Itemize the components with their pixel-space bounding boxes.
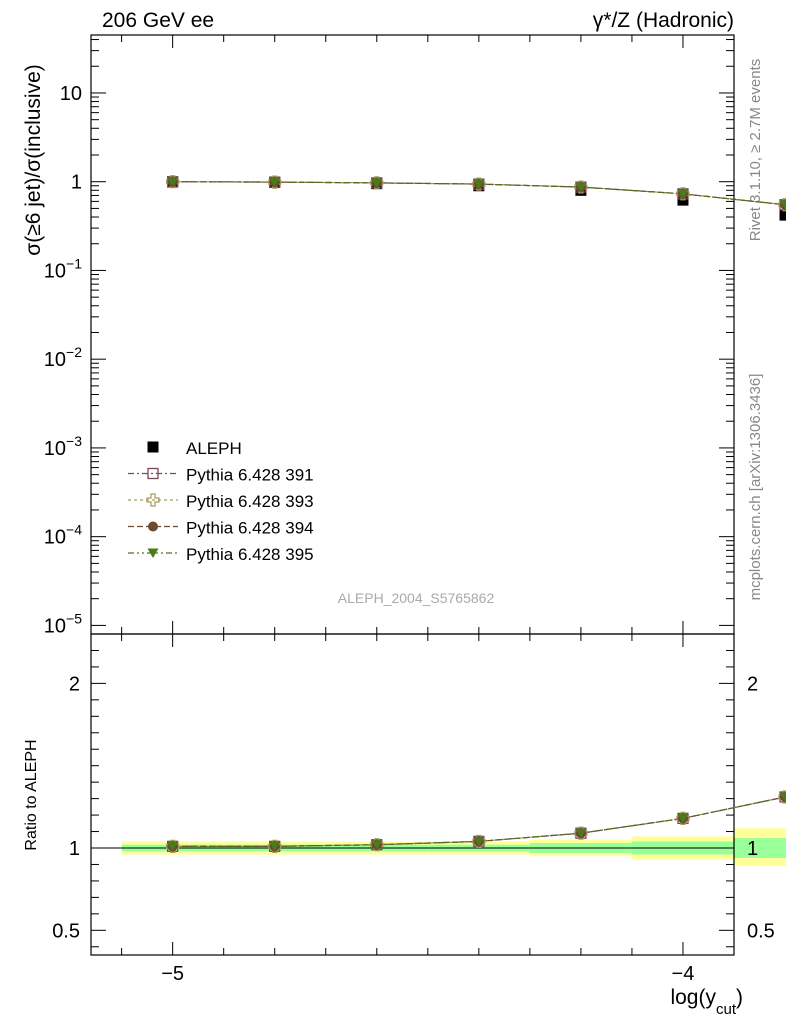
ratio-point: [677, 813, 689, 824]
ratio-frame: [90, 633, 735, 956]
ratio-y-tick-label: 0.5: [52, 920, 80, 942]
rivet-version-text: Rivet 3.1.10, ≥ 2.7M events: [747, 59, 764, 242]
main-y-tick-label: 10: [60, 83, 82, 105]
main-y-axis-label: σ(≥6 jet)/σ(inclusive): [22, 64, 45, 255]
legend-label: Pythia 6.428 395: [186, 545, 314, 564]
mc-point: [269, 177, 281, 188]
mc-point: [575, 182, 587, 193]
legend-marker: [147, 467, 159, 480]
ratio-y-tick-label: 2: [69, 673, 80, 695]
mc-point: [167, 177, 179, 187]
header-left: 206 GeV ee: [102, 9, 214, 32]
legend-marker: [148, 521, 158, 532]
analysis-watermark: ALEPH_2004_S5765862: [338, 590, 495, 606]
main-y-tick-label: 10−5: [44, 610, 82, 637]
main-y-tick-label: 10−3: [44, 433, 82, 460]
ratio-y-tick-label: 1: [69, 838, 80, 860]
main-panel-marks: [166, 175, 786, 221]
ratio-point: [167, 841, 179, 852]
main-y-tick-label: 1: [71, 172, 82, 194]
ratio-y-tick-label-right: 0.5: [747, 920, 775, 942]
x-tick-label: −5: [161, 963, 184, 985]
mc-point: [371, 178, 383, 188]
mc-point: [778, 198, 786, 212]
ratio-panel-marks: [166, 790, 786, 853]
mcplots-text: mcplots.cern.ch [arXiv:1306.3436]: [747, 374, 764, 601]
legend-marker: [147, 548, 159, 558]
ratio-point: [473, 836, 485, 847]
ratio-point: [575, 828, 587, 839]
main-y-tick-label: 10−2: [44, 344, 82, 371]
legend-label: Pythia 6.428 393: [186, 492, 314, 511]
ratio-line: [172, 796, 786, 847]
x-tick-label: −4: [672, 963, 695, 985]
mc-line: [172, 181, 786, 206]
legend-label-data: ALEPH: [186, 439, 242, 458]
ratio-point: [779, 792, 786, 802]
ratio-point: [778, 790, 786, 804]
ratio-line: [172, 796, 786, 847]
ratio-y-axis-label: Ratio to ALEPH: [23, 739, 40, 850]
header-right: γ*/Z (Hadronic): [593, 9, 734, 32]
mc-line: [172, 181, 786, 206]
x-axis-label: log(ycut): [670, 986, 743, 1018]
mc-line: [172, 181, 786, 206]
ratio-point: [269, 841, 281, 852]
mc-point: [677, 189, 689, 199]
ratio-line: [172, 796, 786, 847]
ratio-y-tick-label-right: 2: [747, 673, 758, 695]
legend-marker: [146, 493, 160, 507]
ratio-point: [371, 840, 383, 850]
ratio-line: [172, 796, 786, 847]
legend: ALEPH Pythia 6.428 391 Pythia 6.428 393 Pyt…: [128, 439, 314, 564]
ratio-uncertainty-bands: [91, 828, 786, 867]
band-green-bin: [734, 838, 786, 858]
legend-marker-data: [147, 441, 159, 453]
mc-point: [779, 200, 786, 210]
main-y-tick-label: 10−4: [44, 522, 82, 549]
mc-line: [172, 181, 786, 206]
legend-label: Pythia 6.428 394: [186, 519, 314, 538]
ratio-y-tick-label-right: 1: [747, 838, 758, 860]
mc-point: [473, 179, 485, 190]
legend-label: Pythia 6.428 391: [186, 466, 314, 485]
main-y-tick-label: 10−1: [44, 255, 82, 282]
data-point: [779, 209, 786, 221]
